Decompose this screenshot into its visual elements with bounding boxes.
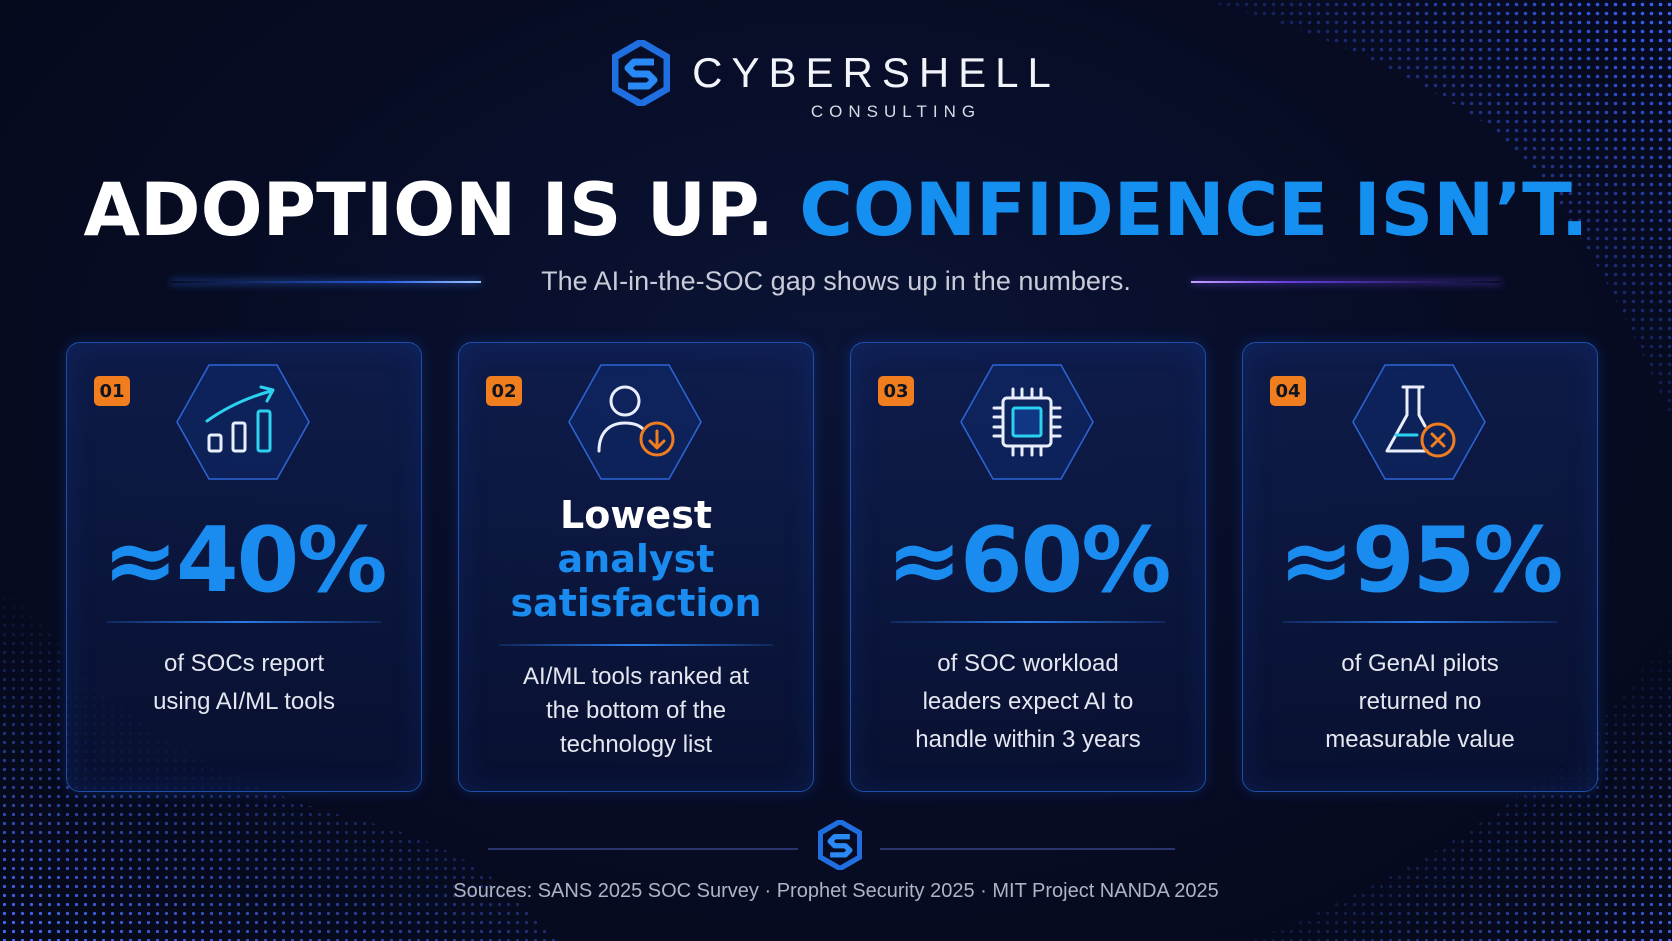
desc-line: leaders expect AI to [922, 688, 1134, 715]
stat-card-3: 03 ≈60% of SOC workload leaders expect A… [850, 342, 1206, 792]
desc-line: technology list [559, 731, 713, 758]
desc-line: of SOC workload [937, 650, 1119, 677]
brand-header: CYBERSHELL CONSULTING [0, 40, 1672, 122]
growth-chart-icon [176, 364, 310, 480]
card-divider [107, 621, 381, 623]
card-badge: 02 [486, 376, 522, 406]
stat-value: ≈40% [102, 508, 388, 613]
headline-blue: CONFIDENCE ISN’T. [799, 168, 1589, 253]
stat-card-2: 02 Lowest analyst satisfaction AI/ML too… [458, 342, 814, 792]
glow-line-left [171, 280, 482, 283]
footer-divider-left [488, 848, 798, 850]
desc-line: of SOCs report [163, 650, 325, 677]
brand-subtitle: CONSULTING [810, 102, 982, 121]
sources-footnote: Sources: SANS 2025 SOC Survey · Prophet … [453, 880, 1219, 902]
desc-line: of GenAI pilots [1341, 650, 1499, 677]
stat-card-4: 04 ≈95% of GenAI pilots returned no meas… [1242, 342, 1598, 792]
subtitle-row: The AI-in-the-SOC gap shows up in the nu… [0, 266, 1672, 297]
cpu-chip-icon [960, 364, 1094, 480]
stat-cards: 01 ≈40% of SOCs report using AI/ML tools… [66, 342, 1601, 794]
headline: ADOPTION IS UP. CONFIDENCE ISN’T. [0, 168, 1672, 253]
stat-description: of GenAI pilots returned no measurable v… [1263, 645, 1577, 759]
user-down-icon [568, 364, 702, 480]
glow-line-right [1190, 280, 1501, 283]
stat-line-white: Lowest [560, 493, 712, 537]
card-badge: 03 [878, 376, 914, 406]
desc-line: handle within 3 years [915, 726, 1141, 753]
stat-description: of SOC workload leaders expect AI to han… [871, 645, 1185, 759]
desc-line: returned no [1358, 688, 1482, 715]
cybershell-logo-icon [612, 40, 671, 106]
stat-line-blue: satisfaction [510, 581, 762, 625]
desc-line: AI/ML tools ranked at [523, 663, 749, 690]
card-badge: 04 [1270, 376, 1306, 406]
card-divider [1283, 621, 1557, 623]
desc-line: measurable value [1325, 726, 1515, 753]
footer-divider-right [880, 848, 1175, 850]
stat-value: ≈95% [1278, 508, 1564, 613]
footer-logo-icon [818, 820, 862, 870]
desc-line: the bottom of the [545, 697, 727, 724]
headline-white: ADOPTION IS UP. [83, 168, 774, 253]
subtitle: The AI-in-the-SOC gap shows up in the nu… [541, 266, 1131, 296]
stat-description: AI/ML tools ranked at the bottom of the … [479, 660, 793, 762]
brand-name: CYBERSHELL [692, 49, 1060, 96]
stat-description: of SOCs report using AI/ML tools [87, 645, 401, 721]
stat-value: ≈60% [886, 508, 1172, 613]
card-divider [499, 644, 773, 646]
card-divider [891, 621, 1165, 623]
desc-line: using AI/ML tools [153, 688, 335, 715]
flask-x-icon [1352, 364, 1486, 480]
card-badge: 01 [94, 376, 130, 406]
stat-text: Lowest analyst satisfaction [459, 493, 813, 625]
stat-card-1: 01 ≈40% of SOCs report using AI/ML tools [66, 342, 422, 792]
stat-line-blue: analyst [557, 537, 715, 581]
